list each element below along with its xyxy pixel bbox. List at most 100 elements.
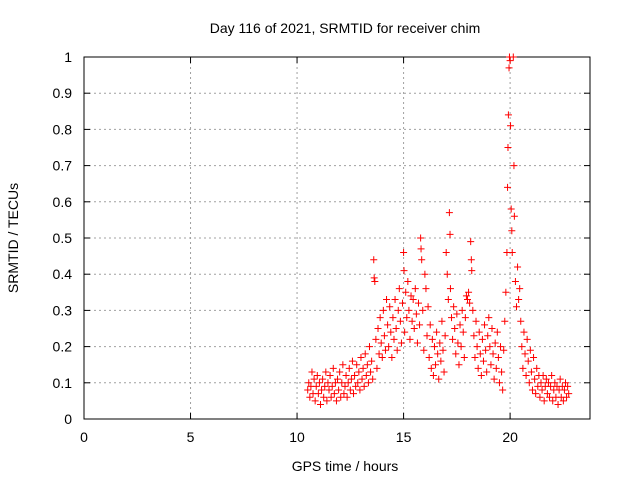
data-point	[446, 230, 454, 238]
data-point	[518, 343, 526, 351]
data-point	[397, 339, 405, 347]
data-point	[543, 390, 551, 398]
data-point	[425, 353, 433, 361]
data-points	[304, 53, 573, 409]
data-point	[508, 248, 516, 256]
data-point	[411, 285, 419, 293]
data-point	[369, 375, 377, 383]
data-point	[351, 372, 359, 380]
data-point	[429, 372, 437, 380]
data-point	[336, 368, 344, 376]
data-point	[434, 350, 442, 358]
data-point	[316, 401, 324, 409]
data-point	[478, 335, 486, 343]
y-tick-label: 0.9	[53, 85, 73, 101]
data-point	[406, 335, 414, 343]
data-point	[337, 393, 345, 401]
data-point	[424, 303, 432, 311]
data-point	[546, 393, 554, 401]
data-point	[335, 386, 343, 394]
data-point	[459, 328, 467, 336]
data-point	[405, 306, 413, 314]
data-point	[433, 328, 441, 336]
data-point	[476, 350, 484, 358]
x-tick-label: 0	[80, 429, 88, 445]
data-point	[417, 245, 425, 253]
data-point	[507, 122, 515, 130]
data-point	[338, 379, 346, 387]
data-point	[419, 306, 427, 314]
data-point	[514, 263, 522, 271]
data-point	[526, 346, 534, 354]
data-point	[515, 296, 523, 304]
data-point	[416, 321, 424, 329]
data-point	[322, 368, 330, 376]
data-point	[520, 328, 528, 336]
data-point	[455, 361, 463, 369]
data-point	[363, 361, 371, 369]
data-point	[430, 343, 438, 351]
data-point	[348, 357, 356, 365]
data-point	[315, 379, 323, 387]
chart-title: Day 116 of 2021, SRMTID for receiver chi…	[210, 20, 481, 36]
data-point	[408, 317, 416, 325]
data-point	[509, 53, 517, 61]
data-point	[312, 382, 320, 390]
data-point	[422, 285, 430, 293]
data-point	[389, 314, 397, 322]
data-point	[347, 375, 355, 383]
x-tick-label: 5	[187, 429, 195, 445]
data-point	[438, 317, 446, 325]
data-point	[432, 361, 440, 369]
data-point	[440, 368, 448, 376]
data-point	[498, 368, 506, 376]
data-point	[542, 375, 550, 383]
data-point	[423, 332, 431, 340]
data-point	[342, 372, 350, 380]
data-point	[364, 379, 372, 387]
data-point	[525, 379, 533, 387]
data-point	[549, 397, 557, 405]
data-point	[332, 397, 340, 405]
data-point	[484, 332, 492, 340]
data-point	[311, 397, 319, 405]
data-point	[358, 375, 366, 383]
data-point	[365, 343, 373, 351]
data-point	[481, 321, 489, 329]
data-point	[468, 267, 476, 275]
data-point	[399, 299, 407, 307]
data-point	[377, 339, 385, 347]
data-point	[320, 393, 328, 401]
data-point	[304, 386, 312, 394]
data-point	[495, 379, 503, 387]
data-point	[448, 314, 456, 322]
data-point	[392, 325, 400, 332]
data-point	[453, 310, 461, 318]
data-point	[436, 339, 444, 347]
data-point	[396, 317, 404, 325]
data-point	[329, 364, 337, 372]
data-point	[511, 277, 519, 285]
data-point	[469, 306, 477, 314]
data-point	[325, 386, 333, 394]
data-point	[445, 209, 453, 217]
data-point	[465, 288, 473, 296]
data-point	[319, 375, 327, 383]
data-point	[379, 306, 387, 314]
data-point	[371, 277, 379, 285]
data-point	[490, 375, 498, 383]
data-point	[359, 364, 367, 372]
data-point	[517, 317, 525, 325]
data-point	[350, 390, 358, 398]
data-point	[407, 292, 415, 300]
data-point	[463, 296, 471, 304]
data-point	[390, 335, 398, 343]
data-point	[387, 328, 395, 336]
data-point	[506, 57, 514, 65]
data-point	[354, 379, 362, 387]
data-point	[530, 353, 538, 361]
data-point	[521, 350, 529, 358]
data-point	[486, 343, 494, 351]
data-point	[344, 379, 352, 387]
